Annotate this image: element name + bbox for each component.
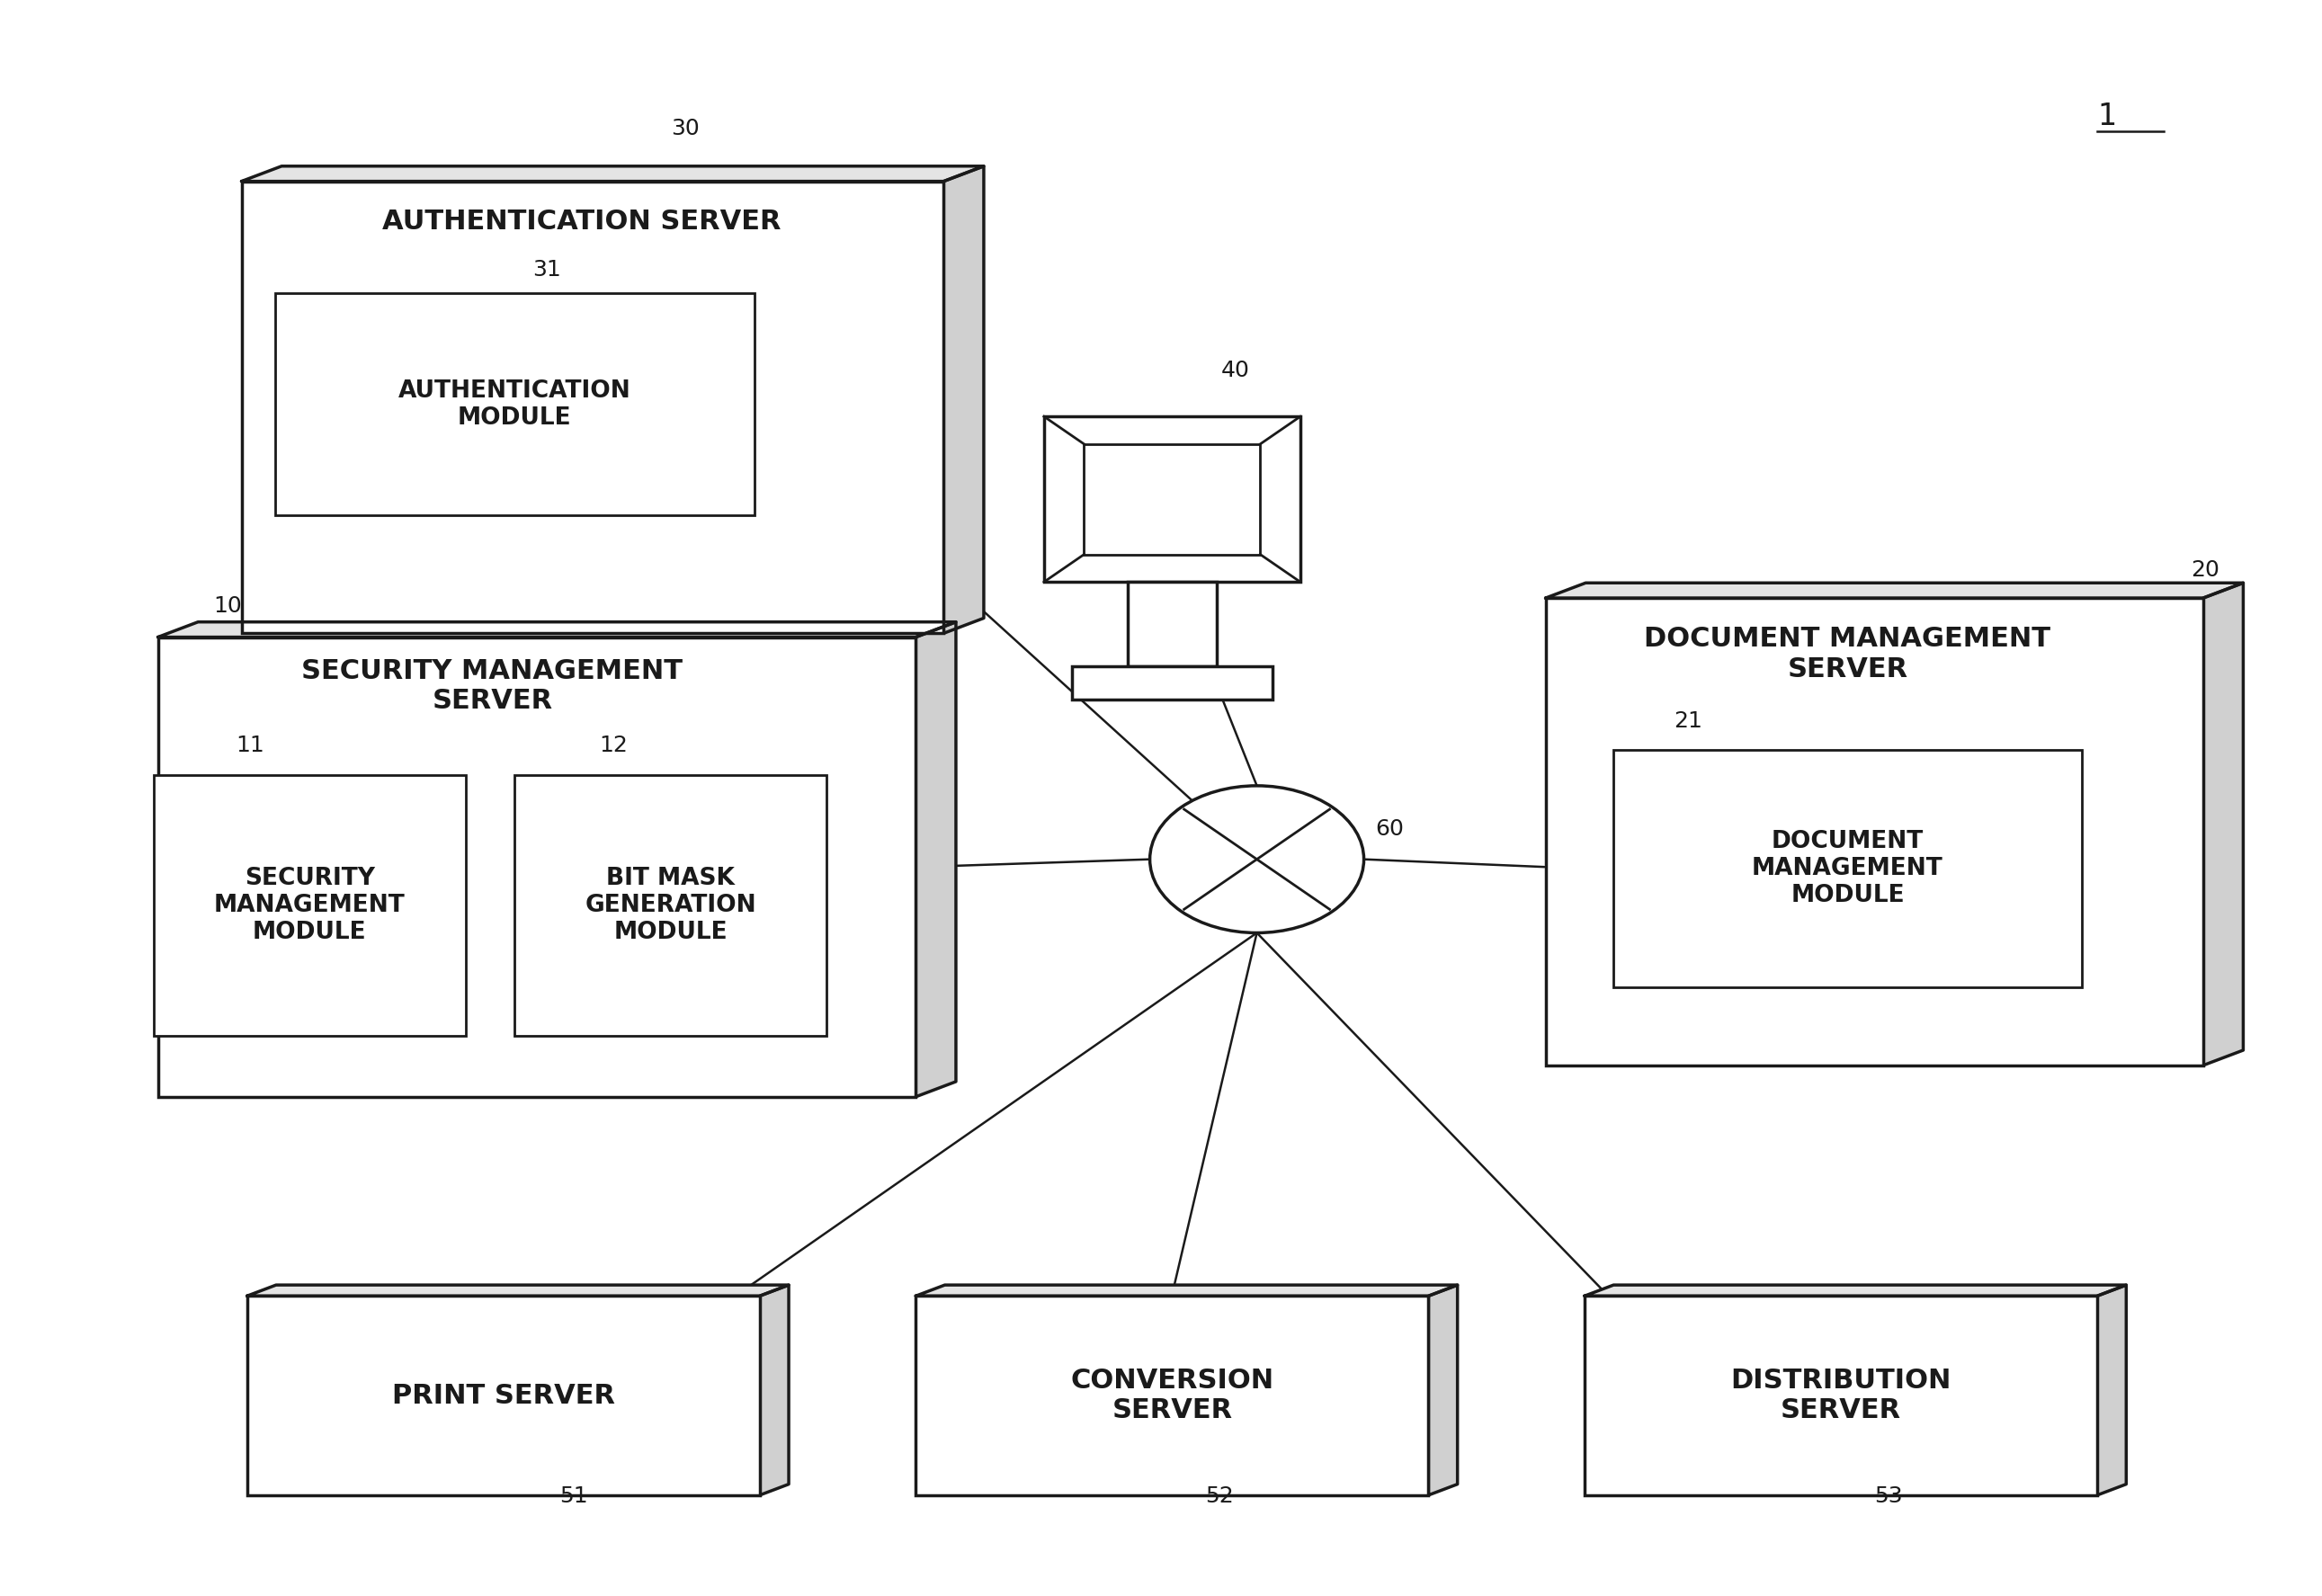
Text: 52: 52: [1205, 1486, 1233, 1507]
Text: PRINT SERVER: PRINT SERVER: [392, 1382, 615, 1409]
Bar: [1045, 417, 1300, 583]
Polygon shape: [158, 622, 957, 637]
Polygon shape: [246, 1285, 789, 1296]
Text: 21: 21: [1674, 710, 1702, 733]
Text: 30: 30: [671, 118, 699, 139]
Bar: [241, 182, 943, 634]
Polygon shape: [241, 166, 985, 182]
Text: SECURITY
MANAGEMENT
MODULE: SECURITY MANAGEMENT MODULE: [214, 867, 404, 943]
Bar: [1614, 750, 2081, 988]
Bar: [1584, 1296, 2097, 1495]
Text: 51: 51: [560, 1486, 587, 1507]
Text: 40: 40: [1221, 359, 1249, 381]
Bar: [274, 294, 755, 516]
Text: 10: 10: [214, 595, 241, 618]
Text: DOCUMENT MANAGEMENT
SERVER: DOCUMENT MANAGEMENT SERVER: [1644, 626, 2050, 681]
Text: BIT MASK
GENERATION
MODULE: BIT MASK GENERATION MODULE: [585, 867, 757, 943]
Polygon shape: [943, 166, 985, 634]
Text: 53: 53: [1874, 1486, 1902, 1507]
Bar: [1073, 666, 1272, 701]
Bar: [153, 776, 464, 1036]
Text: AUTHENTICATION SERVER: AUTHENTICATION SERVER: [383, 209, 780, 235]
Bar: [915, 1296, 1428, 1495]
Bar: [1546, 598, 2204, 1066]
Bar: [515, 776, 827, 1036]
Text: 20: 20: [2192, 559, 2220, 581]
Polygon shape: [2097, 1285, 2127, 1495]
Bar: [1128, 583, 1217, 666]
Bar: [246, 1296, 759, 1495]
Bar: [158, 637, 915, 1096]
Polygon shape: [915, 622, 957, 1096]
Text: DOCUMENT
MANAGEMENT
MODULE: DOCUMENT MANAGEMENT MODULE: [1751, 830, 1944, 907]
Text: SECURITY MANAGEMENT
SERVER: SECURITY MANAGEMENT SERVER: [302, 658, 683, 715]
Polygon shape: [759, 1285, 789, 1495]
Text: 12: 12: [599, 736, 627, 757]
Text: 60: 60: [1375, 817, 1405, 839]
Polygon shape: [1546, 583, 2243, 598]
Text: 1: 1: [2097, 102, 2115, 131]
Text: AUTHENTICATION
MODULE: AUTHENTICATION MODULE: [397, 380, 632, 429]
Text: 31: 31: [532, 259, 562, 281]
Polygon shape: [915, 1285, 1458, 1296]
Text: DISTRIBUTION
SERVER: DISTRIBUTION SERVER: [1730, 1368, 1950, 1424]
Polygon shape: [1584, 1285, 2127, 1296]
Text: 11: 11: [237, 736, 265, 757]
Polygon shape: [1428, 1285, 1458, 1495]
Text: CONVERSION
SERVER: CONVERSION SERVER: [1070, 1368, 1275, 1424]
Bar: [1084, 444, 1261, 554]
Polygon shape: [2204, 583, 2243, 1066]
Circle shape: [1149, 785, 1363, 932]
